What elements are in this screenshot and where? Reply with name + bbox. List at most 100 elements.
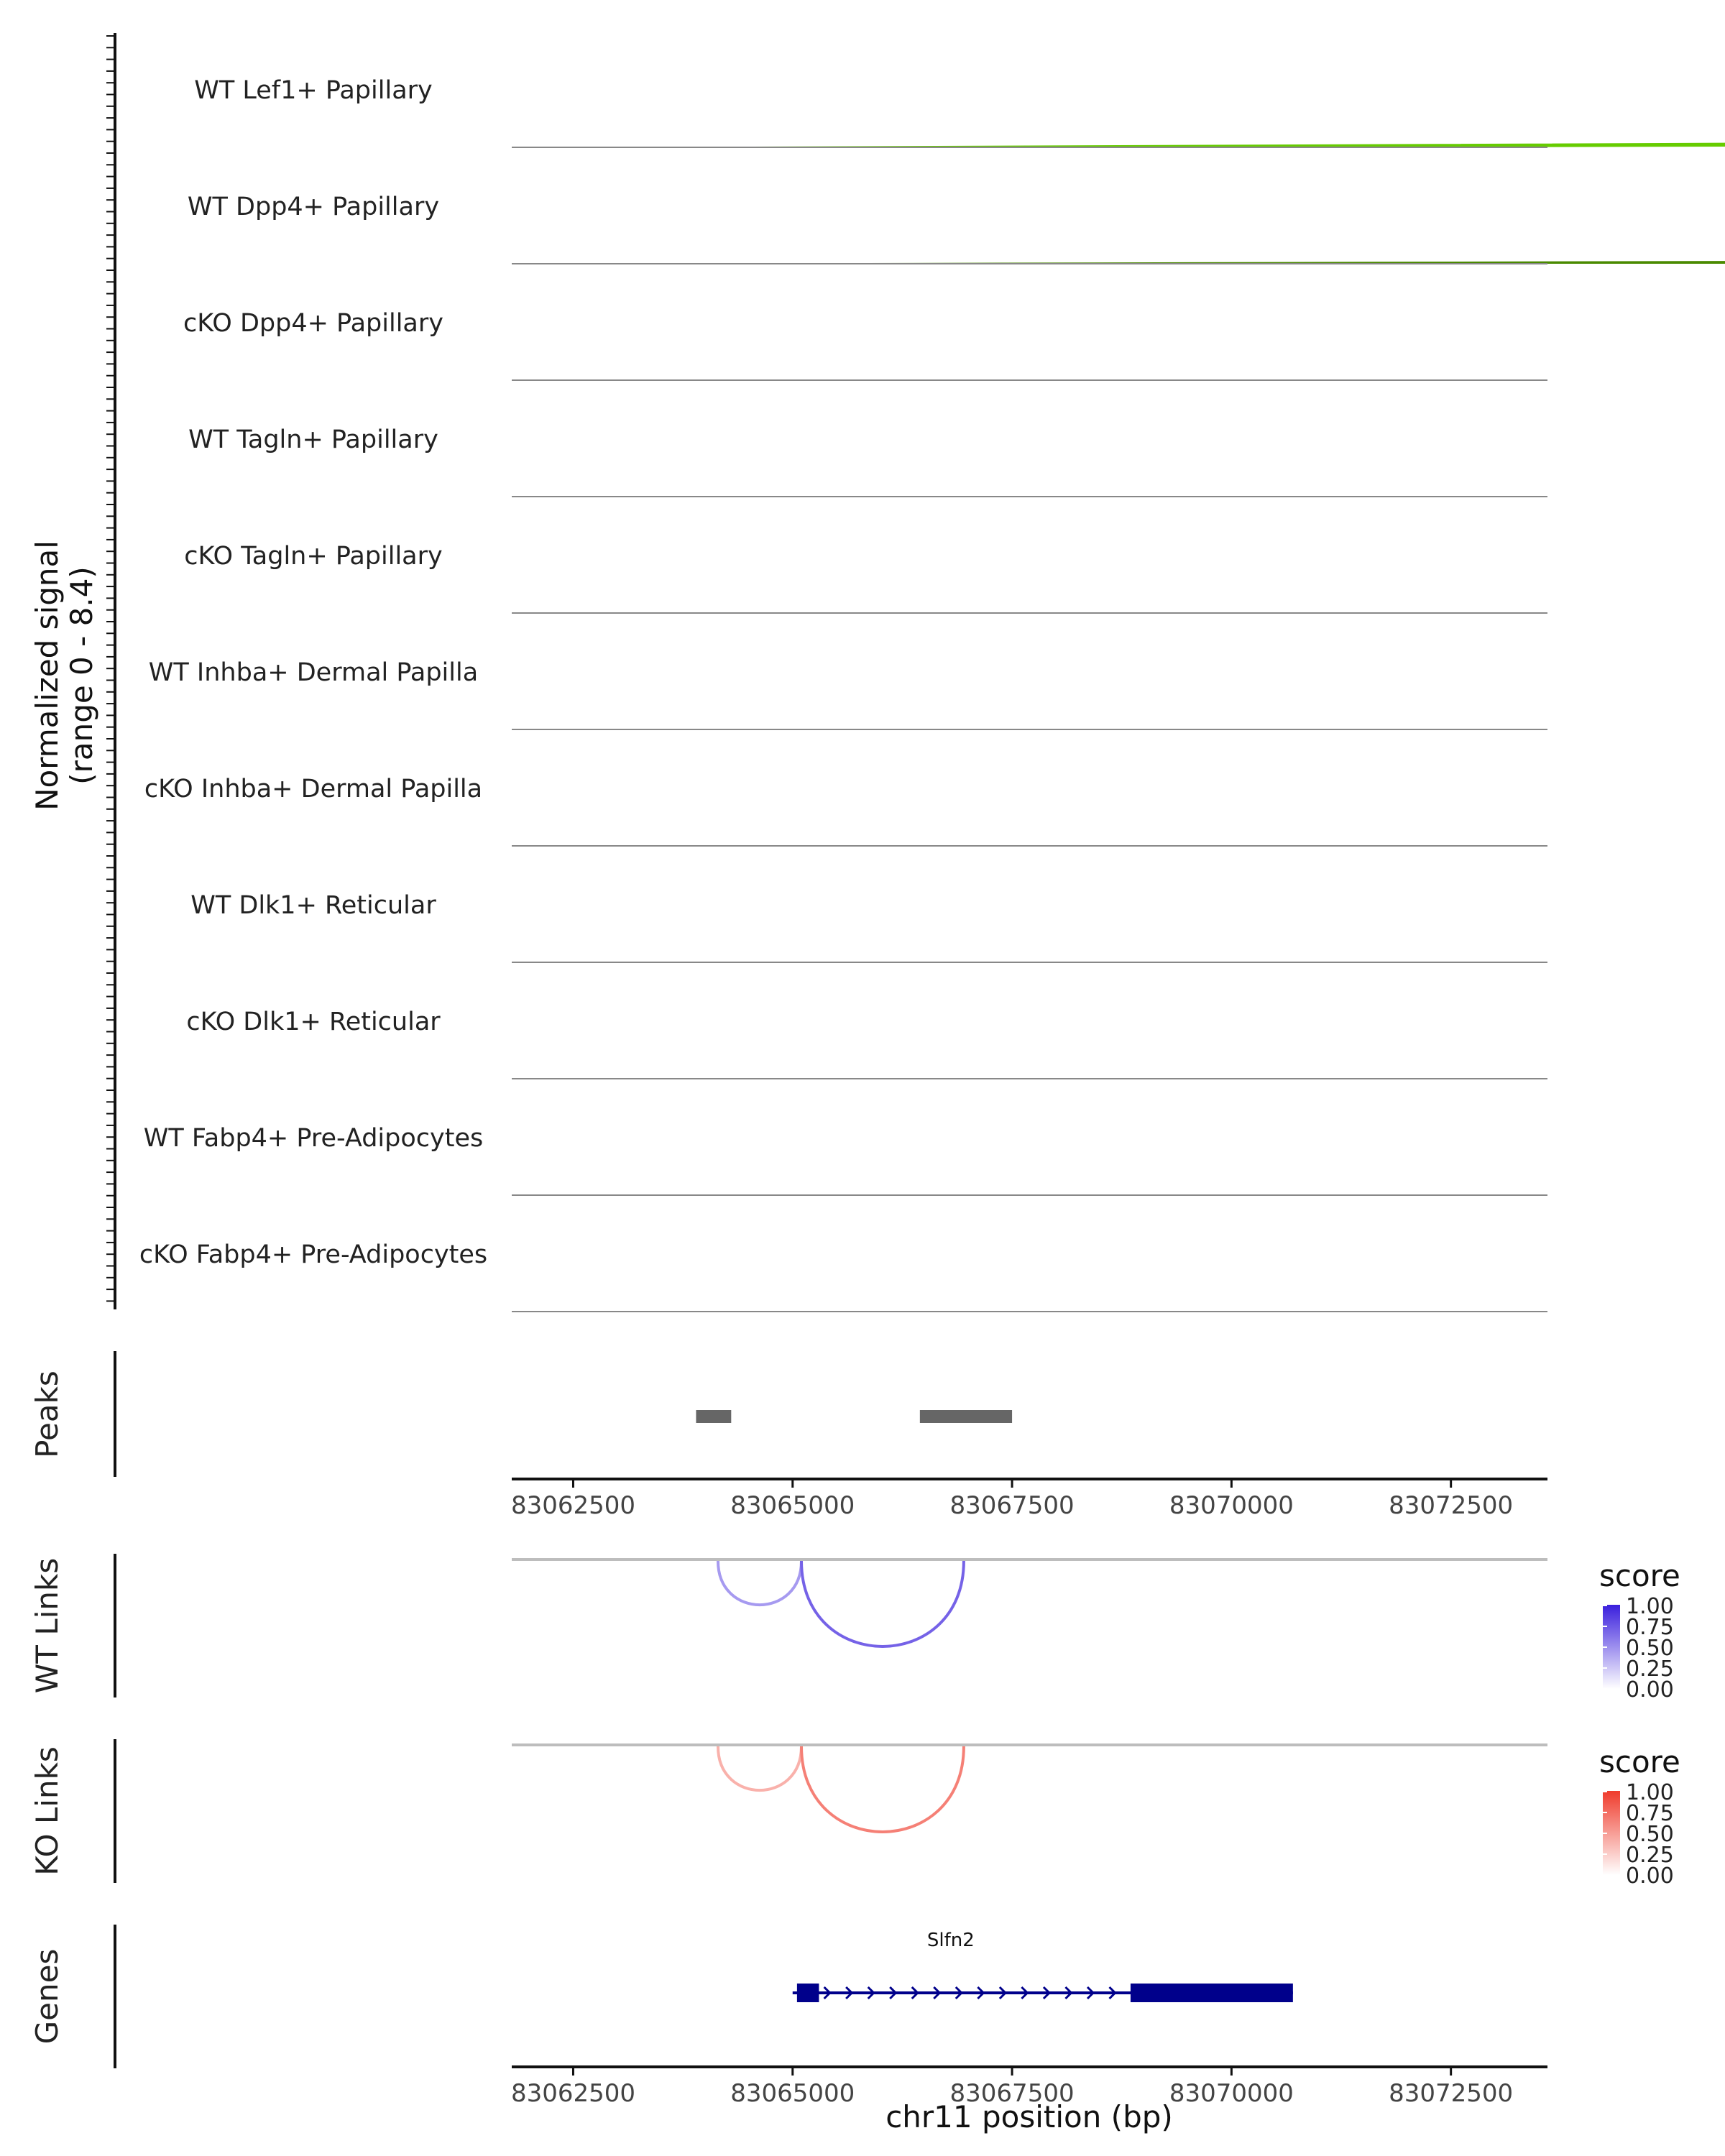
- peak-regions: [696, 1410, 1013, 1423]
- ko-links-panel: KO Links score 1.000.750.500.250.00: [29, 1739, 1680, 1889]
- genes-panel: Genes Slfn2 83062500 83065000 83067500 8307…: [29, 1925, 1547, 2134]
- strand-arrow: [889, 1986, 898, 2000]
- genes-x-ticks: 83062500 83065000 83067500 83070000 83072500: [511, 2067, 1513, 2108]
- gene-name: Slfn2: [927, 1930, 975, 1951]
- coverage-track: cKO Dlk1+ Reticular: [186, 1008, 1725, 1079]
- x-axis-title: chr11 position (bp): [886, 2099, 1173, 2134]
- x-tick-label: 83072500: [1389, 1491, 1513, 1520]
- track-label: WT Dpp4+ Papillary: [188, 193, 439, 221]
- link-arc: [799, 1560, 965, 1648]
- coverage-track: cKO Fabp4+ Pre-Adipocytes: [139, 1240, 1725, 1312]
- wt-legend-title: score: [1599, 1558, 1680, 1593]
- coverage-track: WT Inhba+ Dermal Papilla: [149, 658, 1725, 730]
- coverage-track: WT Dlk1+ Reticular: [190, 891, 1725, 963]
- ko-links-label: KO Links: [29, 1746, 65, 1876]
- track-label: WT Tagln+ Papillary: [188, 425, 438, 454]
- coverage-y-ticks: [106, 35, 115, 1302]
- legend-tick-label: 0.50: [1626, 1636, 1674, 1661]
- strand-arrow: [867, 1986, 875, 2000]
- coverage-area: [573, 318, 1725, 380]
- x-tick-label: 83072500: [1389, 2079, 1513, 2108]
- wt-links-panel: WT Links score 1.000.750.500.250.00: [29, 1554, 1680, 1703]
- ko-legend-title: score: [1599, 1744, 1680, 1779]
- coverage-area: [573, 1154, 1725, 1195]
- x-tick-label: 83067500: [950, 1491, 1075, 1520]
- coverage-track: cKO Inhba+ Dermal Papilla: [144, 775, 1725, 847]
- coverage-track: cKO Dpp4+ Papillary: [183, 309, 1725, 381]
- coverage-track: cKO Tagln+ Papillary: [184, 542, 1725, 614]
- coverage-area: [573, 261, 1725, 264]
- peak-region: [696, 1410, 732, 1423]
- strand-arrow: [1064, 1986, 1073, 2000]
- x-tick-label: 83070000: [1169, 1491, 1294, 1520]
- coverage-panel: Normalized signal (range 0 - 8.4) WT Lef…: [29, 33, 1725, 1312]
- coverage-track: WT Dpp4+ Papillary: [188, 193, 1725, 264]
- legend-tick-label: 0.75: [1626, 1801, 1674, 1826]
- track-label: WT Lef1+ Papillary: [194, 76, 433, 105]
- coverage-area: [573, 545, 1725, 613]
- coverage-area: [573, 142, 1725, 147]
- track-label: WT Inhba+ Dermal Papilla: [149, 658, 478, 687]
- coverage-area: [573, 1273, 1725, 1312]
- strand-arrow: [954, 1986, 963, 2000]
- x-tick-label: 83062500: [511, 2079, 635, 2108]
- track-label: cKO Dpp4+ Papillary: [183, 309, 443, 338]
- track-label: cKO Fabp4+ Pre-Adipocytes: [139, 1240, 487, 1269]
- wt-link-arcs: [716, 1560, 965, 1648]
- peaks-panel: Peaks 83062500 83065000 83067500 83070000 83…: [29, 1351, 1547, 1520]
- coverage-ylabel-line1: Normalized signal: [29, 540, 65, 811]
- strand-arrow: [1086, 1986, 1095, 2000]
- coverage-area: [573, 1021, 1725, 1079]
- gene-exon: [1130, 1984, 1293, 2002]
- legend-tick-label: 0.00: [1626, 1677, 1674, 1703]
- genes-label: Genes: [29, 1949, 65, 2045]
- strand-arrow: [823, 1986, 832, 2000]
- gene-model: Slfn2: [792, 1930, 1293, 2002]
- legend-tick-label: 0.50: [1626, 1822, 1674, 1847]
- track-label: cKO Tagln+ Papillary: [184, 542, 443, 571]
- track-label: WT Dlk1+ Reticular: [190, 891, 436, 920]
- wt-links-label: WT Links: [29, 1558, 65, 1693]
- strand-arrow: [998, 1986, 1007, 2000]
- legend-tick-label: 0.25: [1626, 1657, 1674, 1682]
- coverage-area: [573, 709, 1725, 729]
- strand-arrow: [845, 1986, 854, 2000]
- legend-tick-label: 0.00: [1626, 1864, 1674, 1889]
- ko-link-arcs: [716, 1746, 965, 1833]
- wt-legend-ticks: 1.000.750.500.250.00: [1603, 1594, 1674, 1703]
- coverage-track: WT Fabp4+ Pre-Adipocytes: [144, 1124, 1725, 1196]
- track-label: cKO Inhba+ Dermal Papilla: [144, 775, 482, 803]
- x-tick-label: 83067500: [950, 2079, 1075, 2108]
- strand-arrow: [1042, 1986, 1052, 2000]
- strand-arrow: [911, 1986, 919, 2000]
- coverage-area: [573, 921, 1725, 962]
- track-label: WT Fabp4+ Pre-Adipocytes: [144, 1124, 483, 1153]
- coverage-area: [573, 420, 1725, 497]
- x-tick-label: 83070000: [1169, 2079, 1294, 2108]
- peaks-label: Peaks: [29, 1370, 65, 1458]
- coverage-area: [573, 801, 1725, 846]
- link-arc: [716, 1560, 803, 1606]
- link-arc: [716, 1746, 803, 1792]
- coverage-ylabel-line2: (range 0 - 8.4): [64, 566, 99, 785]
- coverage-tracks: WT Lef1+ Papillary WT Dpp4+ Papillary cKO …: [139, 76, 1725, 1312]
- track-label: cKO Dlk1+ Reticular: [186, 1008, 441, 1036]
- wt-score-legend: score 1.000.750.500.250.00: [1599, 1558, 1680, 1703]
- x-tick-label: 83062500: [511, 1491, 635, 1520]
- peak-region: [919, 1410, 1013, 1423]
- legend-tick-label: 1.00: [1626, 1594, 1674, 1619]
- link-arc: [799, 1746, 965, 1833]
- strand-arrow: [977, 1986, 985, 2000]
- strand-arrow: [933, 1986, 942, 2000]
- peaks-x-ticks: 83062500 83065000 83067500 83070000 83072500: [511, 1479, 1513, 1520]
- strand-arrow: [1021, 1986, 1029, 2000]
- x-tick-label: 83065000: [730, 2079, 855, 2108]
- coverage-track: WT Lef1+ Papillary: [194, 76, 1725, 148]
- gene-exon: [796, 1984, 819, 2002]
- ko-score-legend: score 1.000.750.500.250.00: [1599, 1744, 1680, 1889]
- strand-arrow: [1108, 1986, 1117, 2000]
- legend-tick-label: 0.25: [1626, 1843, 1674, 1868]
- coverage-track: WT Tagln+ Papillary: [188, 420, 1725, 497]
- ko-legend-ticks: 1.000.750.500.250.00: [1603, 1780, 1674, 1889]
